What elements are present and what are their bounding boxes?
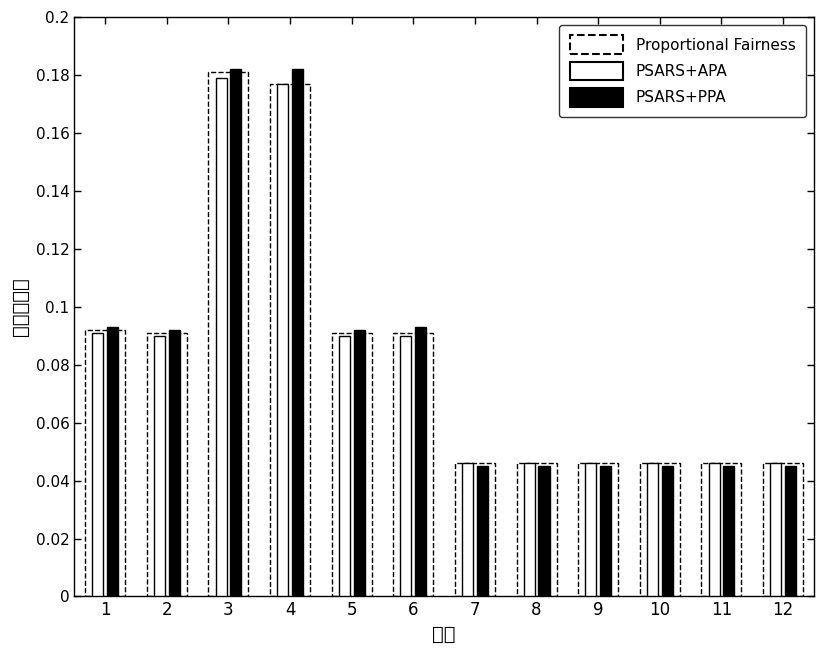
Bar (154, 336, 165, 597)
X-axis label: 用户: 用户 (432, 625, 456, 644)
Bar (270, 84, 310, 597)
Bar (724, 466, 734, 597)
Bar (209, 72, 248, 597)
Bar (647, 463, 658, 597)
Bar (455, 463, 495, 597)
Bar (524, 463, 535, 597)
Bar (339, 336, 350, 597)
Bar (585, 463, 596, 597)
Legend: Proportional Fairness, PSARS+APA, PSARS+PPA: Proportional Fairness, PSARS+APA, PSARS+… (559, 25, 806, 117)
Bar (332, 333, 372, 597)
Bar (600, 466, 611, 597)
Bar (662, 466, 672, 597)
Bar (462, 463, 473, 597)
Bar (354, 330, 365, 597)
Bar (415, 327, 427, 597)
Y-axis label: 归一化容量: 归一化容量 (11, 278, 30, 336)
Bar (215, 78, 227, 597)
Bar (640, 463, 680, 597)
Bar (400, 336, 412, 597)
Bar (785, 466, 796, 597)
Bar (292, 69, 303, 597)
Bar (394, 333, 433, 597)
Bar (107, 327, 118, 597)
Bar (277, 84, 288, 597)
Bar (477, 466, 488, 597)
Bar (92, 333, 103, 597)
Bar (85, 330, 125, 597)
Bar (578, 463, 618, 597)
Bar (147, 333, 187, 597)
Bar (763, 463, 803, 597)
Bar (539, 466, 549, 597)
Bar (770, 463, 781, 597)
Bar (168, 330, 180, 597)
Bar (516, 463, 557, 597)
Bar (709, 463, 719, 597)
Bar (230, 69, 242, 597)
Bar (701, 463, 742, 597)
